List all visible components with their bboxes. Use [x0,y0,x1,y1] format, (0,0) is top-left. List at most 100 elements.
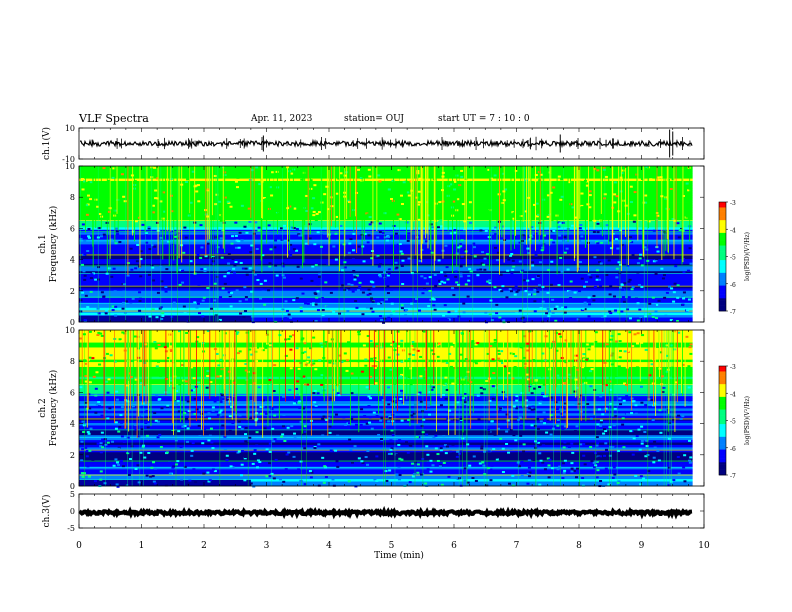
y-tick-label: 6 [70,388,75,397]
spectrogram-cell [398,243,402,246]
spectrogram-cell [613,193,617,196]
spectrogram-cell [397,444,401,447]
spectrogram-cell [81,475,85,478]
spectrogram-cell [390,197,394,200]
spectrogram-cell [603,197,607,200]
spectrogram-cell [350,461,354,464]
spectrogram-cell [284,192,288,195]
spectrogram-cell [341,269,345,272]
spectrogram-cell [390,447,394,450]
spectrogram-cell [539,400,543,403]
spectrogram-cell [523,175,527,178]
spectrogram-cell [219,237,223,240]
spectrogram-cell [336,181,340,184]
spectrogram-cell [464,283,468,286]
spectrogram-band [79,234,693,238]
spectrogram-cell [563,382,567,385]
spectrogram-cell [411,190,415,193]
spectrogram-cell [483,473,487,476]
spectrogram-cell [561,477,565,480]
spectrogram-cell [549,414,553,417]
spectrogram-cell [594,331,598,334]
spectrogram-cell [491,397,495,400]
spectrogram-cell [634,297,638,300]
spectrogram-cell [568,373,572,376]
spectrogram-cell [81,188,85,191]
colorbar-cell [719,249,726,252]
spectrogram-cell [416,463,420,466]
spectrogram-cell [316,283,320,286]
spectrogram-cell [474,343,478,346]
spectrogram-cell [154,347,158,350]
spectrogram-cell [144,233,148,236]
spectrogram-cell [88,407,92,410]
spectrogram-cell [127,450,131,453]
spectrogram-cell [278,184,282,187]
spectrogram-cell [571,206,575,209]
colorbar-tick-label: -5 [730,419,736,426]
spectrogram-cell [581,401,585,404]
spectrogram-cell [531,278,535,281]
panel-frame [78,329,705,487]
spectrogram-cell [284,300,288,303]
colorbar-cell [719,218,726,221]
spectrogram-cell [177,430,181,433]
spectrogram-cell [569,297,573,300]
spectrogram-cell [310,471,314,474]
spectrogram-cell [542,234,546,237]
spectrogram-cell [486,448,490,451]
spectrogram-cell [517,465,521,468]
spectrogram-cell [392,340,396,343]
spectrogram-cell [390,429,394,432]
spectrogram-cell [85,188,89,191]
spectrogram-cell [236,331,240,334]
spectrogram-cell [636,262,640,265]
spectrogram-cell [506,269,510,272]
spectrogram-cell [298,234,302,237]
spectrogram-cell [550,260,554,263]
spectrogram-cell [354,423,358,426]
spectrogram-cell [157,343,161,346]
spectrogram-cell [164,350,168,353]
spectrogram-cell [116,485,120,488]
spectrogram-cell [582,353,586,356]
spectrogram-cell [489,299,493,302]
spectrogram-cell [369,375,373,378]
spectrogram-cell [440,271,444,274]
spectrogram-cell [92,375,96,378]
spectrogram-cell [551,298,555,301]
spectrogram-cell [111,305,115,308]
spectrogram-cell [479,274,483,277]
spectrogram-cell [181,425,185,428]
spectrogram-cell [477,418,481,421]
spectrogram-cell [231,257,235,260]
spectrogram-cell [148,315,152,318]
spectrogram-cell [545,431,549,434]
spectrogram-cell [425,240,429,243]
spectrogram-cell [178,383,182,386]
spectrogram-cell [534,174,538,177]
spectrogram-cell [97,227,101,230]
spectrogram-cell [616,357,620,360]
spectrogram-cell [188,479,192,482]
spectrogram-cell [194,481,198,484]
spectrogram-cell [145,241,149,244]
colorbar-cell [719,375,726,378]
y-tick-label: -10 [62,155,75,164]
spectrogram-cell [434,434,438,437]
spectrogram-cell [247,207,251,210]
spectrogram-cell [681,303,685,306]
spectrogram-cell [120,294,124,297]
spectrogram-cell [634,412,638,415]
spectrogram-cell [454,275,458,278]
spectrogram-cell [133,303,137,306]
spectrogram-cell [655,303,659,306]
spectrogram-cell [507,451,511,454]
spectrogram-cell [640,439,644,442]
start-time-label: start UT = 7 : 10 : 0 [438,114,530,124]
colorbar-cell [719,261,726,265]
spectrogram-cell [615,276,619,279]
spectrogram-cell [434,284,438,287]
spectrogram-cell [495,458,499,461]
spectrogram-cell [88,198,92,201]
